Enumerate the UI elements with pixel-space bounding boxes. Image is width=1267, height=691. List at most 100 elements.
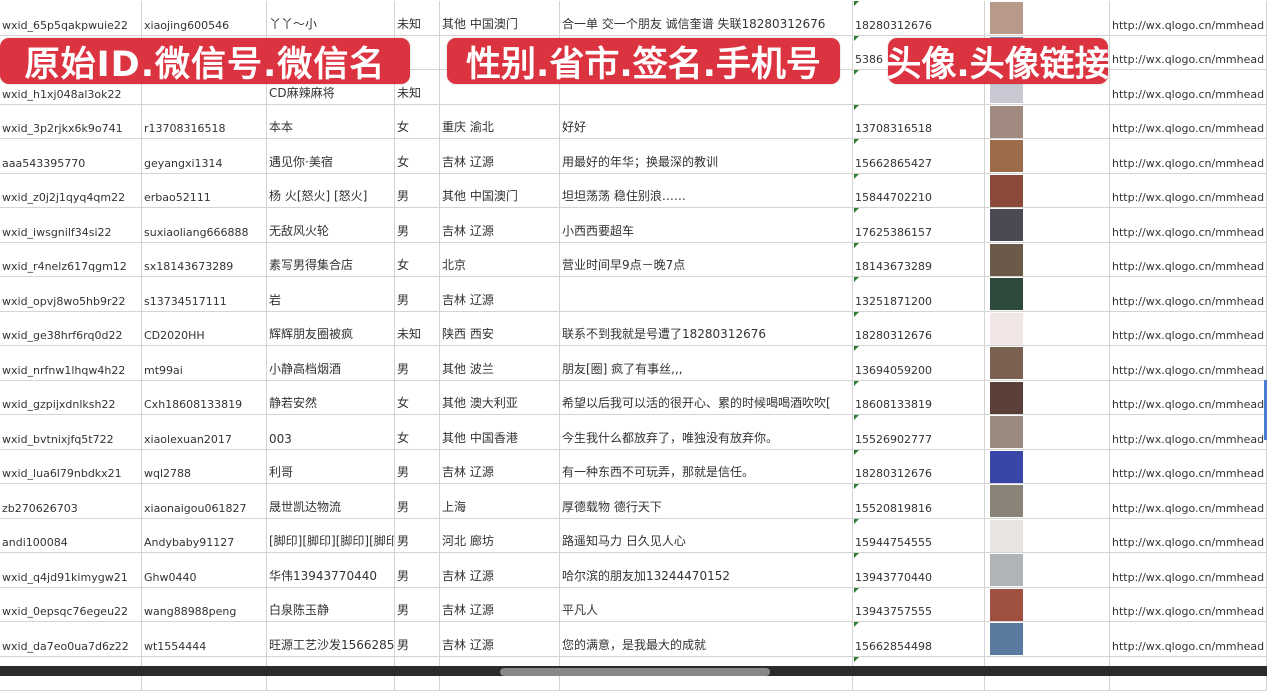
cell-url[interactable]: http://wx.qlogo.cn/mmhead: [1110, 381, 1267, 415]
cell-gender[interactable]: 女: [395, 139, 440, 173]
cell-avatar[interactable]: [985, 622, 1110, 656]
cell-id[interactable]: wxid_bvtnixjfq5t722: [0, 415, 142, 449]
cell-wechat-no[interactable]: wang88988peng: [142, 588, 267, 622]
cell-id[interactable]: wxid_r4nelz617qgm12: [0, 243, 142, 277]
cell-wechat-no[interactable]: s13734517111: [142, 277, 267, 311]
cell-gender[interactable]: 女: [395, 381, 440, 415]
cell-region[interactable]: 河北 廊坊: [440, 519, 560, 553]
cell-gender[interactable]: 男: [395, 588, 440, 622]
cell-avatar[interactable]: [985, 450, 1110, 484]
cell-phone[interactable]: 15520819816: [853, 484, 985, 518]
cell-region[interactable]: 北京: [440, 243, 560, 277]
cell-id[interactable]: wxid_z0j2j1qyq4qm22: [0, 174, 142, 208]
cell-region[interactable]: 吉林 辽源: [440, 588, 560, 622]
cell-wechat-no[interactable]: Ghw0440: [142, 553, 267, 587]
cell-phone[interactable]: 13943757555: [853, 588, 985, 622]
cell-url[interactable]: http://wx.qlogo.cn/mmhead: [1110, 415, 1267, 449]
cell-signature[interactable]: 希望以后我可以活的很开心、累的时候喝喝酒吹吹[: [560, 381, 853, 415]
cell-url[interactable]: http://wx.qlogo.cn/mmhead: [1110, 1, 1267, 35]
cell-gender[interactable]: 未知: [395, 1, 440, 35]
cell-url[interactable]: http://wx.qlogo.cn/mmhead: [1110, 174, 1267, 208]
cell-name[interactable]: 小静高档烟酒: [267, 346, 395, 380]
cell-wechat-no[interactable]: r13708316518: [142, 105, 267, 139]
cell-name[interactable]: 白泉陈玉静: [267, 588, 395, 622]
cell-phone[interactable]: 18280312676: [853, 450, 985, 484]
cell-url[interactable]: http://wx.qlogo.cn/mmhead: [1110, 553, 1267, 587]
cell-avatar[interactable]: [985, 139, 1110, 173]
cell-url[interactable]: http://wx.qlogo.cn/mmhead: [1110, 139, 1267, 173]
cell-url[interactable]: http://wx.qlogo.cn/mmhead: [1110, 622, 1267, 656]
cell-region[interactable]: 陕西 西安: [440, 312, 560, 346]
cell-id[interactable]: wxid_da7eo0ua7d6z22: [0, 622, 142, 656]
cell-url[interactable]: http://wx.qlogo.cn/mmhead: [1110, 346, 1267, 380]
cell-avatar[interactable]: [985, 346, 1110, 380]
cell-url[interactable]: http://wx.qlogo.cn/mmhead: [1110, 519, 1267, 553]
cell-region[interactable]: 吉林 辽源: [440, 553, 560, 587]
cell-signature[interactable]: 好好: [560, 105, 853, 139]
cell-url[interactable]: http://wx.qlogo.cn/mmhead: [1110, 105, 1267, 139]
cell-name[interactable]: 杨 火[怒火] [怒火]: [267, 174, 395, 208]
cell-wechat-no[interactable]: wql2788: [142, 450, 267, 484]
cell-name[interactable]: 华伟13943770440: [267, 553, 395, 587]
cell-id[interactable]: wxid_iwsgnilf34si22: [0, 208, 142, 242]
cell-url[interactable]: http://wx.qlogo.cn/mmhead: [1110, 312, 1267, 346]
cell-name[interactable]: 素写男得集合店: [267, 243, 395, 277]
cell-id[interactable]: wxid_0epsqc76egeu22: [0, 588, 142, 622]
cell-signature[interactable]: 用最好的年华；换最深的教训: [560, 139, 853, 173]
cell-url[interactable]: http://wx.qlogo.cn/mmhead: [1110, 243, 1267, 277]
cell-id[interactable]: wxid_ge38hrf6rq0d22: [0, 312, 142, 346]
cell-id[interactable]: zb270626703: [0, 484, 142, 518]
cell-region[interactable]: 其他 波兰: [440, 346, 560, 380]
cell-name[interactable]: 静若安然: [267, 381, 395, 415]
cell-gender[interactable]: 女: [395, 105, 440, 139]
cell-wechat-no[interactable]: sx18143673289: [142, 243, 267, 277]
cell-phone[interactable]: 18608133819: [853, 381, 985, 415]
cell-region[interactable]: 吉林 辽源: [440, 208, 560, 242]
cell-signature[interactable]: 营业时间早9点－晚7点: [560, 243, 853, 277]
cell-name[interactable]: 晟世凯达物流: [267, 484, 395, 518]
cell-phone[interactable]: 15844702210: [853, 174, 985, 208]
cell-avatar[interactable]: [985, 519, 1110, 553]
cell-avatar[interactable]: [985, 415, 1110, 449]
cell-gender[interactable]: 男: [395, 346, 440, 380]
cell-avatar[interactable]: [985, 588, 1110, 622]
horizontal-scrollbar[interactable]: [500, 668, 770, 676]
cell-wechat-no[interactable]: geyangxi1314: [142, 139, 267, 173]
cell-id[interactable]: wxid_gzpijxdnlksh22: [0, 381, 142, 415]
cell-region[interactable]: 其他 中国香港: [440, 415, 560, 449]
cell-signature[interactable]: 您的满意，是我最大的成就: [560, 622, 853, 656]
cell-id[interactable]: wxid_lua6l79nbdkx21: [0, 450, 142, 484]
cell-url[interactable]: http://wx.qlogo.cn/mmhead: [1110, 484, 1267, 518]
cell-url[interactable]: http://wx.qlogo.cn/mmhead: [1110, 450, 1267, 484]
cell-signature[interactable]: 路遥知马力 日久见人心: [560, 519, 853, 553]
cell-gender[interactable]: 男: [395, 622, 440, 656]
cell-wechat-no[interactable]: xiaojing600546: [142, 1, 267, 35]
cell-id[interactable]: wxid_q4jd91kimygw21: [0, 553, 142, 587]
cell-signature[interactable]: 坦坦荡荡 稳住别浪……: [560, 174, 853, 208]
cell-id[interactable]: aaa543395770: [0, 139, 142, 173]
cell-id[interactable]: wxid_opvj8wo5hb9r22: [0, 277, 142, 311]
cell-phone[interactable]: 13694059200: [853, 346, 985, 380]
cell-name[interactable]: 丫丫～小: [267, 1, 395, 35]
cell-name[interactable]: 遇见你·美宿: [267, 139, 395, 173]
cell-name[interactable]: [脚印][脚印][脚印][脚印: [267, 519, 395, 553]
cell-signature[interactable]: 联系不到我就是号遭了18280312676: [560, 312, 853, 346]
cell-phone[interactable]: 18280312676: [853, 1, 985, 35]
cell-id[interactable]: wxid_65p5qakpwuie22: [0, 1, 142, 35]
cell-url[interactable]: http://wx.qlogo.cn/mmhead: [1110, 588, 1267, 622]
cell-phone[interactable]: 15662854498: [853, 622, 985, 656]
cell-name[interactable]: 本本: [267, 105, 395, 139]
